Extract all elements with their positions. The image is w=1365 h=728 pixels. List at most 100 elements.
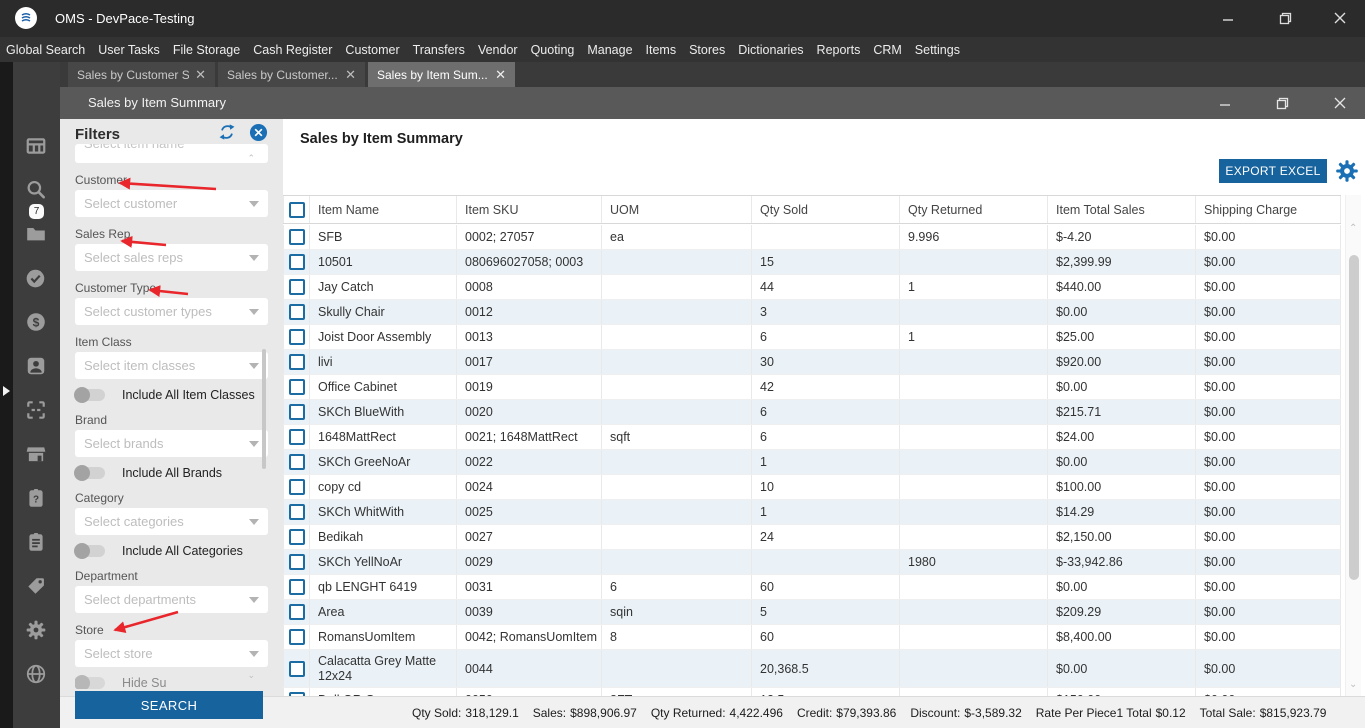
column-header-item-name[interactable]: Item Name (310, 196, 457, 223)
menu-item-settings[interactable]: Settings (914, 42, 960, 57)
category-select[interactable]: Select categories (75, 508, 268, 535)
row-checkbox[interactable] (288, 329, 305, 345)
scrollbar-up-icon[interactable]: ⌃ (1349, 223, 1358, 234)
row-checkbox[interactable] (288, 354, 305, 370)
table-scrollbar[interactable]: ⌃ ⌄ (1345, 195, 1361, 696)
scroll-down-chevron-icon[interactable]: ⌄ (247, 670, 255, 680)
column-header-uom[interactable]: UOM (602, 196, 752, 223)
table-settings-gear-icon[interactable] (1335, 159, 1359, 183)
menu-item-manage[interactable]: Manage (587, 42, 633, 57)
tab-sales-by-customer-s[interactable]: Sales by Customer S... ✕ (68, 62, 215, 87)
toggle-track[interactable] (74, 387, 105, 403)
filters-refresh-icon[interactable] (218, 123, 236, 146)
customer-select[interactable]: Select customer (75, 190, 268, 217)
row-checkbox[interactable] (288, 229, 305, 245)
filters-scrollbar-thumb[interactable] (262, 349, 266, 469)
contact-card-icon[interactable] (25, 355, 47, 377)
scrollbar-down-icon[interactable]: ⌄ (1349, 679, 1358, 690)
brand-select[interactable]: Select brands (75, 430, 268, 457)
window-minimize-icon[interactable] (1211, 4, 1245, 32)
row-checkbox[interactable] (288, 504, 305, 520)
menu-item-file-storage[interactable]: File Storage (172, 42, 241, 57)
include-all-categories-toggle[interactable]: Include All Categories (74, 543, 268, 559)
menu-item-crm[interactable]: CRM (873, 42, 902, 57)
include-all-brands-toggle[interactable]: Include All Brands (74, 465, 268, 481)
item-name-filter-clipped[interactable]: Select item name (75, 144, 268, 163)
tab-close-icon[interactable]: ✕ (345, 66, 356, 82)
filters-close-icon[interactable] (249, 123, 268, 147)
tab-sales-by-item-summary[interactable]: Sales by Item Sum... ✕ (368, 62, 515, 87)
row-checkbox[interactable] (288, 629, 305, 645)
column-header-shipping-charge[interactable]: Shipping Charge (1196, 196, 1341, 223)
item-class-select[interactable]: Select item classes (75, 352, 268, 379)
toggle-knob[interactable] (75, 675, 90, 689)
scan-transfer-icon[interactable] (25, 399, 47, 421)
menu-item-quoting[interactable]: Quoting (530, 42, 575, 57)
row-checkbox[interactable] (288, 692, 305, 696)
menu-item-items[interactable]: Items (645, 42, 677, 57)
department-select[interactable]: Select departments (75, 586, 268, 613)
inner-restore-icon[interactable] (1267, 90, 1297, 116)
row-checkbox[interactable] (288, 660, 305, 677)
tag-icon[interactable] (25, 575, 47, 597)
window-close-icon[interactable] (1323, 4, 1357, 32)
export-excel-button[interactable]: EXPORT EXCEL (1219, 159, 1327, 183)
column-header-item-sku[interactable]: Item SKU (457, 196, 602, 223)
include-all-item-classes-toggle[interactable]: Include All Item Classes (74, 387, 268, 403)
menu-item-cash-register[interactable]: Cash Register (253, 42, 333, 57)
orders-clipboard-icon[interactable] (25, 531, 47, 553)
dashboard-icon[interactable] (25, 135, 47, 157)
help-clipboard-icon[interactable]: ? (25, 487, 47, 509)
row-checkbox[interactable] (288, 454, 305, 470)
sales-rep-select[interactable]: Select sales reps (75, 244, 268, 271)
row-checkbox[interactable] (288, 404, 305, 420)
toggle-knob[interactable] (74, 387, 90, 403)
row-checkbox[interactable] (288, 529, 305, 545)
sales-dollar-icon[interactable]: $ (25, 311, 47, 333)
menu-item-stores[interactable]: Stores (689, 42, 726, 57)
store-select[interactable]: Select store (75, 640, 268, 667)
column-header-qty-sold[interactable]: Qty Sold (752, 196, 900, 223)
menu-item-dictionaries[interactable]: Dictionaries (738, 42, 804, 57)
toggle-knob[interactable] (74, 543, 90, 559)
scroll-up-chevron-icon[interactable]: ⌃ (247, 153, 255, 163)
globe-icon[interactable] (25, 663, 47, 685)
toggle-track[interactable] (75, 675, 105, 689)
toggle-track[interactable] (74, 465, 105, 481)
menu-item-transfers[interactable]: Transfers (412, 42, 465, 57)
toggle-knob[interactable] (74, 465, 90, 481)
menu-item-reports[interactable]: Reports (816, 42, 861, 57)
row-checkbox[interactable] (288, 579, 305, 595)
menu-item-user-tasks[interactable]: User Tasks (98, 42, 160, 57)
row-checkbox[interactable] (288, 279, 305, 295)
inner-close-icon[interactable] (1325, 90, 1355, 116)
tab-close-icon[interactable]: ✕ (495, 66, 506, 82)
panel-expander-icon[interactable] (3, 386, 10, 396)
clipped-toggle-row[interactable]: Hide Su (75, 675, 268, 689)
settings-gear-icon[interactable] (25, 619, 47, 641)
menu-item-vendor[interactable]: Vendor (477, 42, 518, 57)
row-checkbox[interactable] (288, 554, 305, 570)
toggle-track[interactable] (74, 543, 105, 559)
table-scrollbar-thumb[interactable] (1349, 255, 1359, 580)
menu-item-customer[interactable]: Customer (345, 42, 400, 57)
folder-icon[interactable] (25, 223, 47, 245)
store-icon[interactable] (25, 443, 47, 465)
row-checkbox[interactable] (288, 479, 305, 495)
row-checkbox[interactable] (288, 379, 305, 395)
row-checkbox[interactable] (288, 304, 305, 320)
row-checkbox[interactable] (288, 429, 305, 445)
tasks-check-icon[interactable] (25, 267, 47, 289)
window-restore-icon[interactable] (1268, 4, 1302, 32)
tab-close-icon[interactable]: ✕ (195, 66, 206, 82)
column-header-item-total-sales[interactable]: Item Total Sales (1048, 196, 1196, 223)
select-all-checkbox[interactable] (288, 201, 305, 218)
row-checkbox[interactable] (288, 254, 305, 270)
search-icon[interactable] (25, 179, 47, 201)
customer-type-select[interactable]: Select customer types (75, 298, 268, 325)
column-header-qty-returned[interactable]: Qty Returned (900, 196, 1048, 223)
row-checkbox[interactable] (288, 604, 305, 620)
tab-sales-by-customer[interactable]: Sales by Customer... ✕ (218, 62, 365, 87)
menu-item-global-search[interactable]: Global Search (6, 42, 86, 57)
search-button[interactable]: SEARCH (75, 691, 263, 719)
